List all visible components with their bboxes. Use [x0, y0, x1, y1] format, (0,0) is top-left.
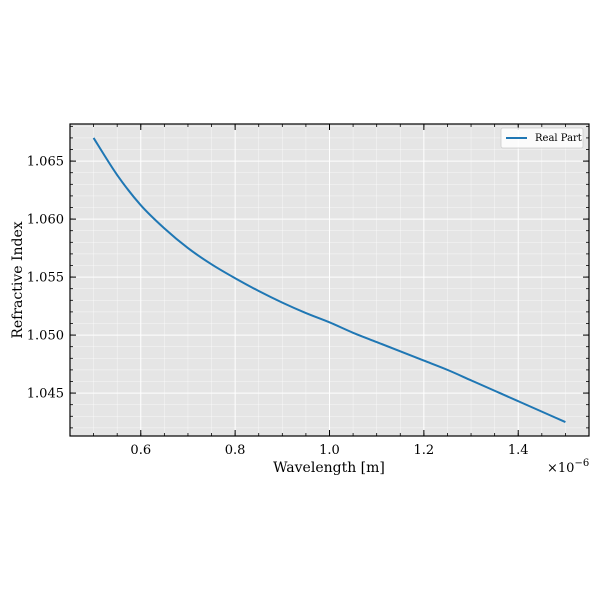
legend: Real Part [500, 127, 584, 149]
x-axis-offset: ×10−6 [547, 458, 589, 476]
y-tick-label: 1.065 [27, 155, 64, 170]
x-tick-label: 1.2 [414, 443, 435, 458]
x-tick-label: 0.6 [130, 443, 151, 458]
grid [70, 124, 589, 436]
y-tick-label: 1.060 [27, 213, 64, 228]
y-tick-label: 1.045 [27, 387, 64, 402]
y-axis-label: Refractive Index [10, 221, 26, 338]
ticks: 0.6 0.8 1.0 1.2 1.4 1.045 1.050 1.055 1.060 1.065 [27, 124, 589, 458]
x-axis-offset-base: ×10 [547, 461, 574, 476]
x-tick-label: 0.8 [225, 443, 246, 458]
x-axis-label: Wavelength [m] [273, 460, 385, 476]
legend-box [500, 127, 584, 149]
y-tick-label: 1.050 [27, 329, 64, 344]
x-axis-offset-exponent: −6 [574, 458, 589, 469]
series-layer [92, 137, 566, 423]
legend-label-real-part: Real Part [535, 133, 582, 144]
x-tick-label: 1.4 [508, 443, 529, 458]
x-tick-label: 1.0 [319, 443, 340, 458]
series-line-real-part [92, 137, 566, 423]
y-tick-label: 1.055 [27, 271, 64, 286]
